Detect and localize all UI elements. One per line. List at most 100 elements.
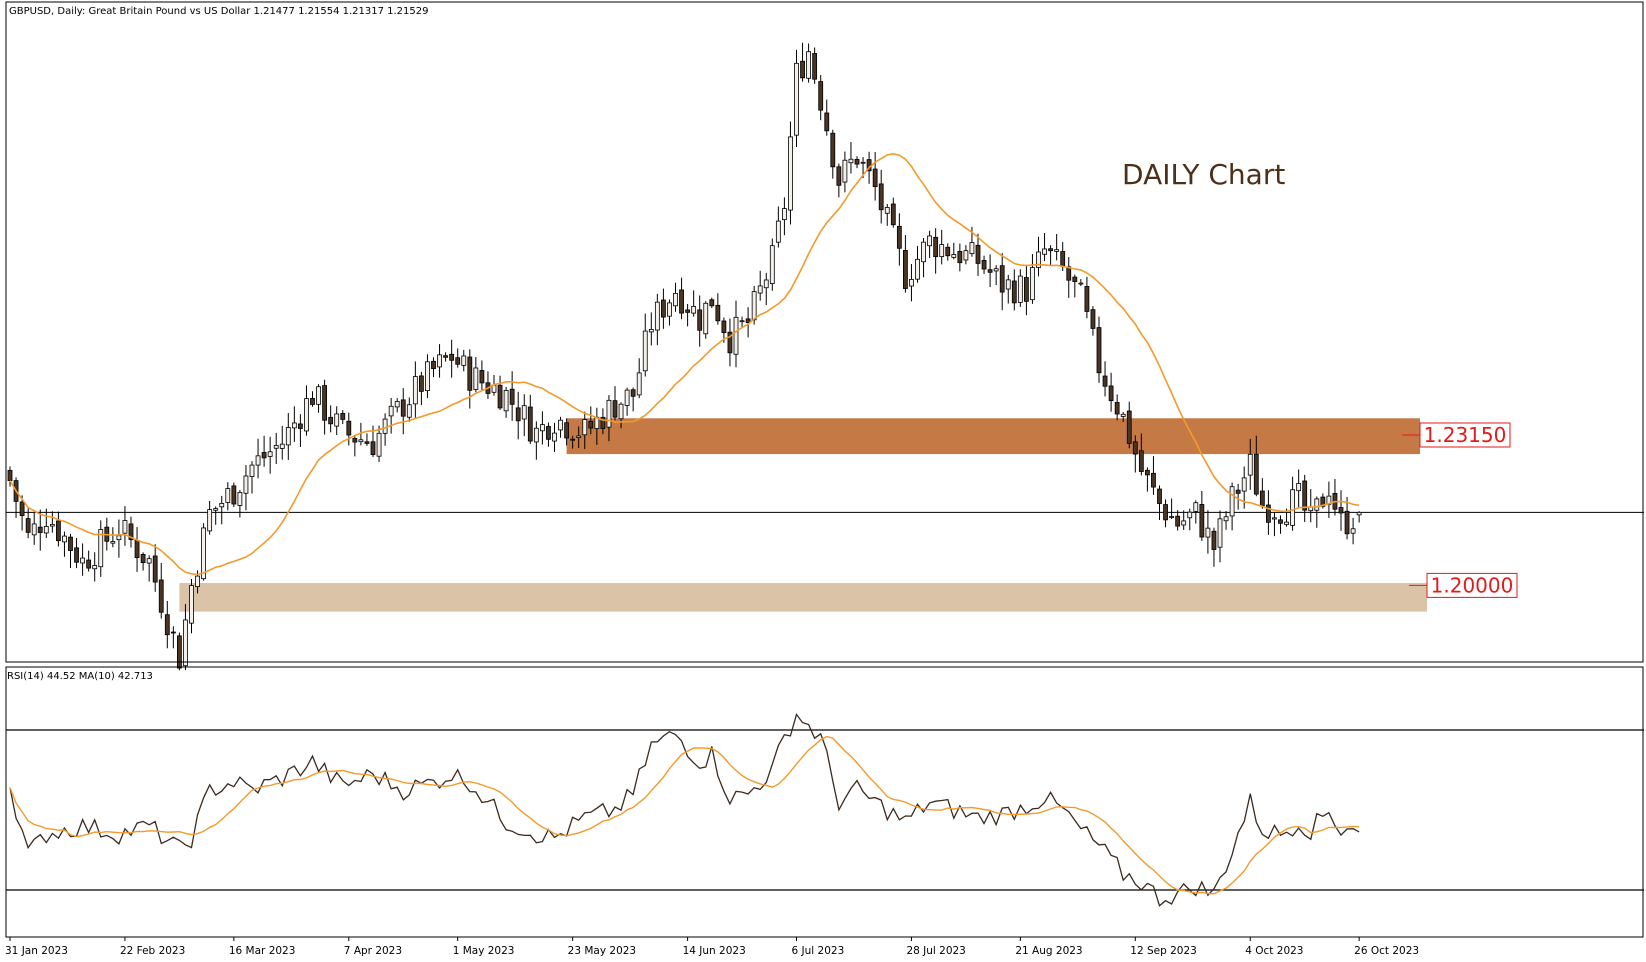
candle-bull-body (267, 451, 273, 457)
candle-bear-body (957, 250, 963, 264)
candle-bear-body (176, 635, 182, 669)
candle-bear-body (1011, 280, 1017, 304)
candle-bull-body (146, 558, 152, 564)
candle-bull-body (860, 161, 866, 164)
candle (1278, 515, 1283, 534)
candle (92, 552, 98, 582)
candle-bull-body (993, 268, 999, 272)
candle (225, 482, 231, 511)
candle-bull-body (642, 330, 648, 372)
candle-bull-body (667, 302, 672, 317)
candle (533, 421, 539, 460)
candle-bear-body (231, 485, 237, 505)
candle (703, 301, 709, 339)
candle (552, 422, 557, 452)
candle (872, 151, 878, 201)
candle-bull-body (927, 235, 932, 247)
candle-bull-body (207, 509, 213, 532)
candle-bear-body (679, 289, 684, 314)
candle-bull-body (884, 207, 890, 214)
candle (1114, 394, 1120, 421)
candle (479, 360, 485, 390)
candle-bear-body (1235, 489, 1241, 494)
candle-bull-body (1284, 521, 1289, 525)
candle-bull-body (794, 62, 799, 136)
zone-resistance-label-box (1419, 422, 1511, 448)
candle-bull-body (782, 208, 787, 221)
candle (909, 263, 914, 302)
candle-bear-body (1344, 510, 1350, 535)
candle-bear-body (1138, 450, 1144, 472)
candle-bull-body (98, 529, 104, 568)
candle (1096, 316, 1102, 383)
candle (152, 544, 158, 592)
candle (1302, 474, 1308, 522)
candle (800, 42, 805, 82)
candle (715, 293, 721, 325)
candle-bear-body (1084, 286, 1090, 312)
candle (43, 508, 49, 539)
candle-bear-body (158, 579, 164, 613)
candle-bull-body (412, 376, 418, 405)
candle (1175, 510, 1181, 531)
candle-bear-body (449, 353, 455, 361)
candle-bull-body (183, 619, 188, 667)
candle (951, 242, 957, 260)
candle-bull-body (540, 424, 545, 432)
candle (503, 387, 509, 418)
candle-bear-body (1108, 385, 1114, 402)
candle-bear-body (1266, 504, 1271, 523)
candle (830, 129, 836, 179)
candle (231, 482, 237, 508)
candle-bull-body (273, 445, 279, 449)
candle-bear-body (872, 168, 878, 187)
candle-bear-body (370, 441, 376, 456)
candle (921, 238, 926, 278)
candle-bear-body (1126, 410, 1132, 444)
candle-bull-body (304, 398, 309, 432)
candle-bear-body (261, 452, 267, 459)
candle-bull-body (1169, 516, 1174, 518)
candle-bull-body (195, 575, 200, 588)
candles-layer (7, 42, 1362, 671)
candle (999, 253, 1005, 311)
candle (915, 246, 920, 283)
candle (219, 495, 225, 525)
candle-bear-body (1253, 453, 1259, 495)
candle (249, 461, 255, 494)
candle-bull-body (769, 245, 775, 284)
candle-bear-body (443, 355, 449, 358)
candle-bull-body (80, 557, 85, 564)
candle (358, 422, 364, 446)
candle (1048, 245, 1053, 266)
candle (890, 197, 896, 228)
zone-support-label-box (1426, 572, 1518, 598)
candle (927, 230, 932, 259)
candle (74, 538, 79, 569)
candle (146, 555, 152, 582)
candle (1181, 510, 1187, 531)
candle (334, 406, 340, 436)
candle (636, 358, 642, 399)
candle (570, 435, 576, 449)
candle-bear-body (297, 423, 303, 429)
candle-bull-body (382, 418, 388, 434)
candle (1205, 510, 1211, 554)
candle-bull-body (43, 526, 49, 534)
candle-bear-body (1211, 530, 1217, 550)
candle-bull-body (1036, 251, 1041, 268)
candle (1229, 482, 1235, 531)
candle (963, 245, 969, 265)
candle-bear-body (152, 555, 158, 583)
candle-bear-body (140, 553, 146, 564)
candle-bear-body (68, 536, 73, 551)
x-tick-label: 22 Feb 2023 (120, 945, 185, 957)
candle (261, 435, 267, 467)
candle-bear-body (25, 518, 31, 533)
candle-bear-body (975, 244, 981, 264)
candle-bull-body (576, 435, 582, 438)
candle (1054, 234, 1060, 261)
candle-bull-body (255, 455, 261, 466)
candle (794, 49, 799, 148)
candle-bear-body (467, 356, 473, 391)
